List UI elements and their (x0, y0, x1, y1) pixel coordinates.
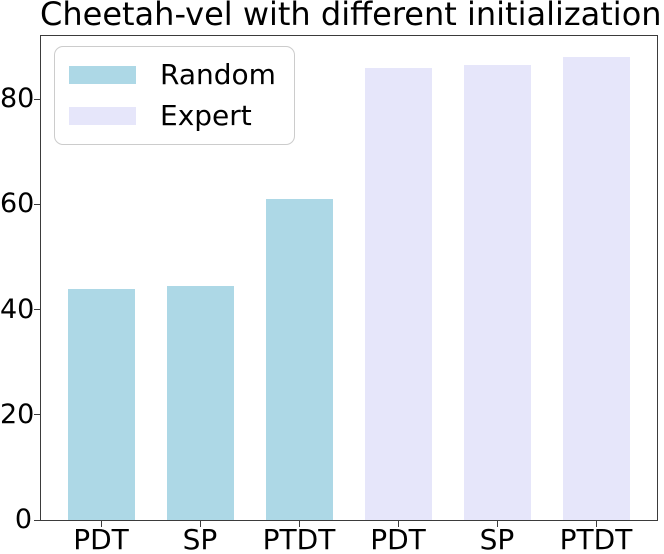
y-tick-mark-0 (34, 519, 40, 521)
y-tick-mark-40 (34, 309, 40, 311)
x-tick-mark-3 (397, 521, 399, 527)
legend-entry-expert: Expert (69, 100, 276, 132)
y-tick-label-60: 60 (0, 188, 35, 220)
legend: Random Expert (54, 46, 295, 145)
x-tick-mark-2 (298, 521, 300, 527)
bar-random-ptdt (265, 199, 333, 520)
chart-title: Cheetah-vel with different initializatio… (40, 0, 662, 33)
x-tick-label-5-ptdt: PTDT (559, 523, 633, 554)
plot-area (40, 35, 658, 521)
legend-swatch-random (69, 66, 136, 84)
y-tick-mark-20 (34, 414, 40, 416)
x-tick-mark-5 (595, 521, 597, 527)
bar-expert-sp (463, 65, 531, 520)
legend-label-expert: Expert (160, 99, 252, 132)
x-tick-mark-0 (100, 521, 102, 527)
x-tick-label-1-sp: SP (182, 523, 218, 554)
x-tick-label-2-ptdt: PTDT (262, 523, 336, 554)
y-tick-mark-60 (34, 203, 40, 205)
y-tick-label-0: 0 (14, 504, 32, 535)
legend-swatch-expert (69, 107, 136, 125)
legend-label-random: Random (160, 58, 276, 91)
x-tick-mark-1 (199, 521, 201, 527)
bar-random-pdt (67, 289, 135, 520)
x-tick-label-0-pdt: PDT (73, 523, 129, 554)
bar-expert-pdt (364, 68, 432, 520)
y-tick-label-20: 20 (0, 398, 35, 430)
bar-random-sp (166, 286, 234, 520)
y-tick-mark-80 (34, 98, 40, 100)
y-tick-label-80: 80 (0, 83, 35, 115)
x-tick-mark-4 (496, 521, 498, 527)
y-tick-label-40: 40 (0, 293, 35, 325)
bar-expert-ptdt (562, 57, 630, 520)
x-tick-label-4-sp: SP (479, 523, 515, 554)
x-tick-label-3-pdt: PDT (370, 523, 426, 554)
legend-entry-random: Random (69, 59, 276, 91)
